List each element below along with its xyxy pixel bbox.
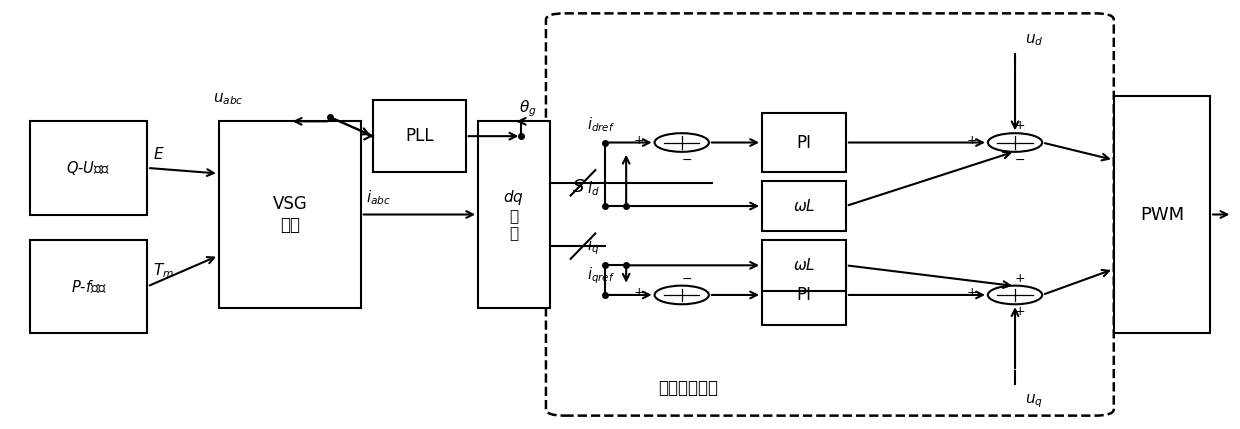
Bar <box>479 121 549 308</box>
Bar <box>30 240 148 333</box>
Text: $\theta_g$: $\theta_g$ <box>518 99 536 119</box>
Text: $i_{dref}$: $i_{dref}$ <box>587 115 615 134</box>
Text: $T_m$: $T_m$ <box>154 261 175 280</box>
Text: +: + <box>966 286 977 299</box>
Text: VSG
模型: VSG 模型 <box>273 195 308 234</box>
Text: $\omega L$: $\omega L$ <box>792 257 815 273</box>
Text: PWM: PWM <box>1140 205 1184 224</box>
Text: $S$: $S$ <box>572 178 585 196</box>
Text: $E$: $E$ <box>154 145 165 162</box>
Text: $i_{abc}$: $i_{abc}$ <box>366 188 391 207</box>
Text: $u_q$: $u_q$ <box>1025 393 1043 410</box>
Text: $u_d$: $u_d$ <box>1025 33 1043 48</box>
Text: +: + <box>634 134 644 147</box>
Text: PLL: PLL <box>405 127 434 145</box>
Circle shape <box>655 133 709 152</box>
Text: $i_d$: $i_d$ <box>587 179 599 198</box>
Bar <box>1114 96 1210 333</box>
Circle shape <box>988 133 1042 152</box>
Text: +: + <box>1014 119 1025 132</box>
Text: +: + <box>634 286 644 299</box>
Bar <box>218 121 361 308</box>
Text: PI: PI <box>796 133 811 151</box>
Text: $-$: $-$ <box>681 272 692 284</box>
Text: PI: PI <box>796 286 811 304</box>
Circle shape <box>988 286 1042 304</box>
Circle shape <box>655 286 709 304</box>
Text: $dq$
变
换: $dq$ 变 换 <box>503 187 525 242</box>
Text: $-$: $-$ <box>681 153 692 166</box>
Text: +: + <box>966 134 977 147</box>
Text: $P$-$f$控制: $P$-$f$控制 <box>71 278 107 295</box>
Bar <box>761 265 846 325</box>
Text: +: + <box>1014 272 1025 284</box>
Bar <box>30 121 148 214</box>
Text: $-$: $-$ <box>1014 153 1025 166</box>
Text: $\omega L$: $\omega L$ <box>792 198 815 214</box>
Bar <box>373 100 466 172</box>
Text: $u_{abc}$: $u_{abc}$ <box>212 91 243 106</box>
Text: $i_{qref}$: $i_{qref}$ <box>587 266 615 287</box>
Text: $i_q$: $i_q$ <box>587 236 599 257</box>
Text: $Q$-$U$控制: $Q$-$U$控制 <box>67 159 110 177</box>
Text: 电流内环控制: 电流内环控制 <box>658 379 718 397</box>
Bar <box>761 181 846 231</box>
Text: +: + <box>1014 305 1025 318</box>
Bar <box>761 113 846 172</box>
Bar <box>761 240 846 291</box>
